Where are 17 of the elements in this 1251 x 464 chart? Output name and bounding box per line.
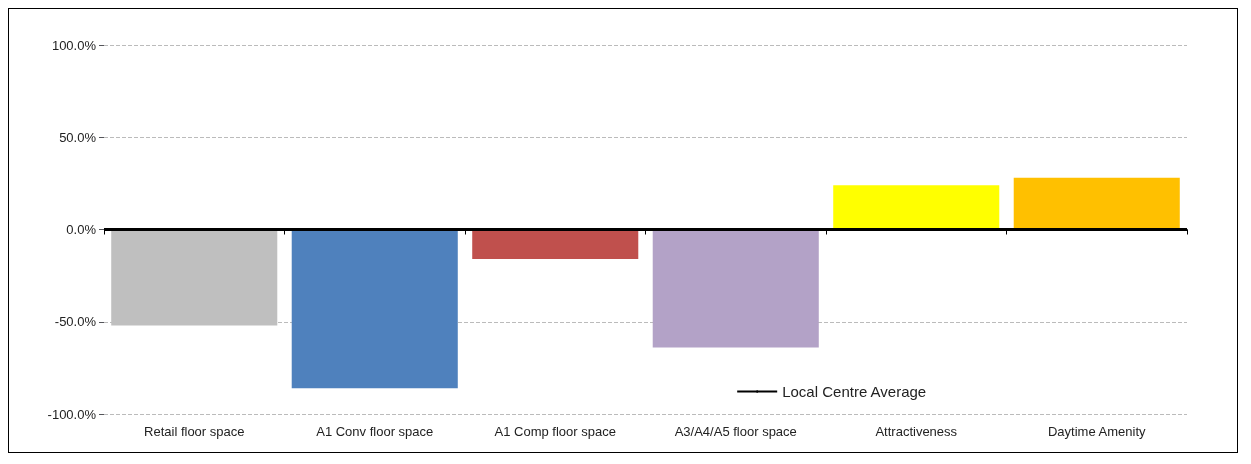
y-tick-label: 100.0%: [51, 37, 97, 53]
y-tick-label: 50.0%: [59, 129, 97, 145]
legend-label: Local Centre Average: [782, 383, 927, 400]
y-tick-label: -50.0%: [54, 314, 97, 330]
bar: [833, 185, 1000, 230]
x-tick-label: A1 Conv floor space: [316, 423, 434, 439]
y-tick-label: 0.0%: [66, 222, 97, 237]
x-tick-label: Daytime Amenity: [1047, 423, 1147, 439]
y-tick-label: -100.0%: [47, 406, 97, 422]
x-tick-label: A3/A4/A5 floor space: [674, 423, 797, 439]
x-tick-label: Retail floor space: [144, 423, 245, 439]
bar: [1013, 177, 1180, 230]
x-tick-label: A1 Comp floor space: [494, 423, 616, 439]
x-tick-label: Attractiveness: [875, 423, 958, 439]
bar: [472, 229, 639, 260]
bar: [652, 229, 819, 348]
bar: [291, 229, 458, 389]
